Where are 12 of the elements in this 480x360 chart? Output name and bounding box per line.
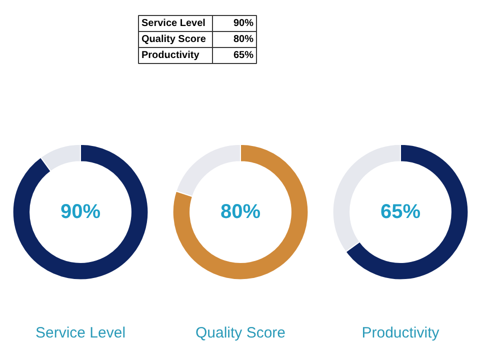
data-label: 80%: [220, 201, 261, 224]
text: 80%: [233, 34, 254, 45]
text: Service Level: [142, 18, 206, 29]
text: Productivity: [142, 50, 200, 61]
text: Productivity: [362, 324, 440, 342]
text: Quality Score: [195, 324, 286, 342]
text: Quality Score: [142, 34, 206, 45]
data-label: 90%: [60, 201, 101, 224]
text: 65%: [233, 50, 254, 61]
data-label: 65%: [380, 201, 421, 224]
text: Service Level: [35, 324, 126, 342]
text: 90%: [233, 18, 254, 29]
